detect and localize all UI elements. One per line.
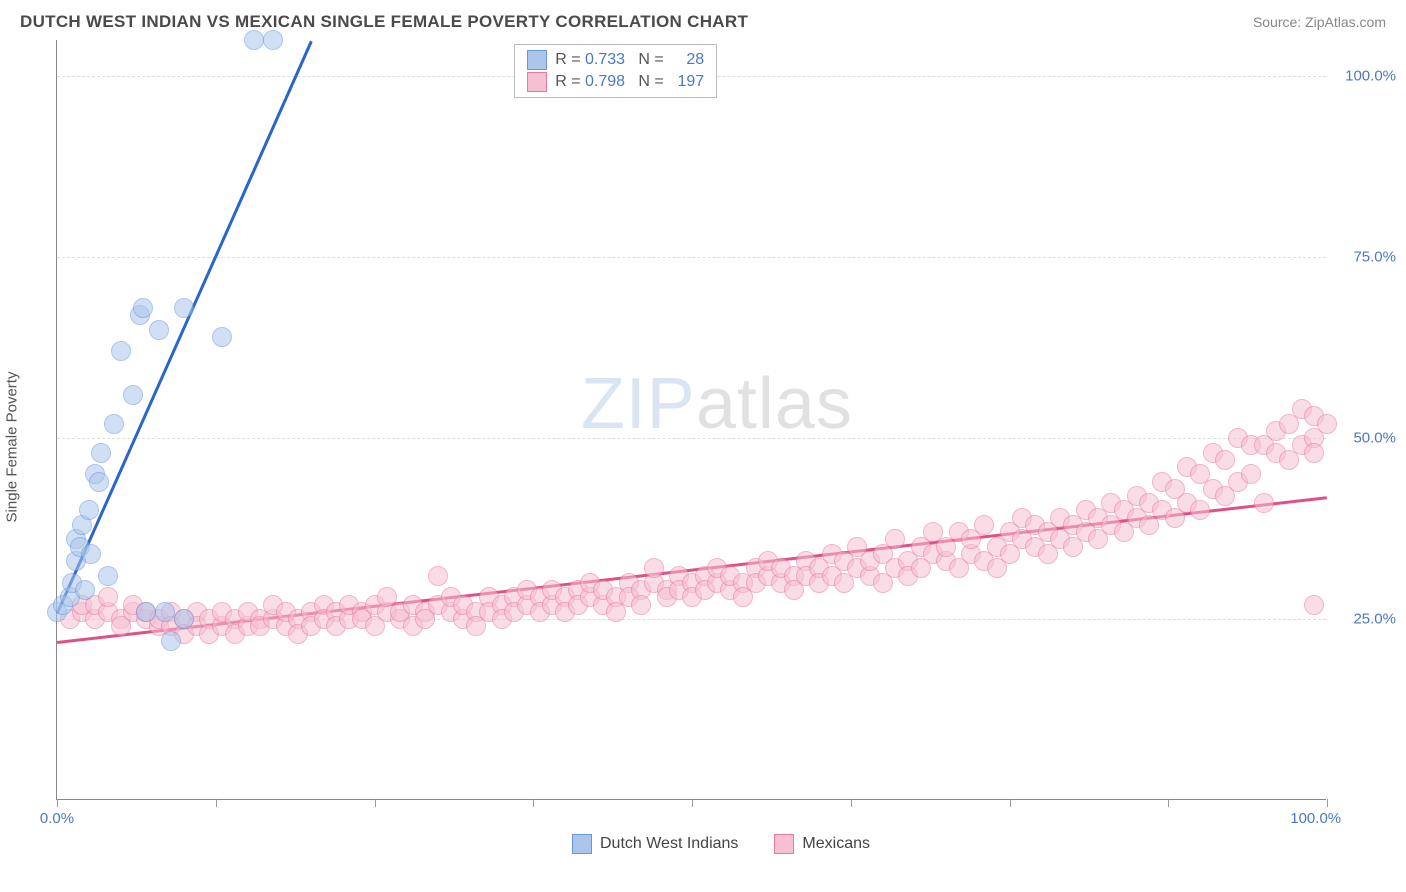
ytick-label: 50.0% <box>1353 430 1396 447</box>
chart-title: DUTCH WEST INDIAN VS MEXICAN SINGLE FEMA… <box>20 12 748 32</box>
legend-text: R = 0.798 N = 197 <box>555 73 704 91</box>
legend-row: R = 0.798 N = 197 <box>527 71 704 93</box>
bottom-legend-item: Dutch West Indians <box>572 834 738 854</box>
watermark-zip: ZIP <box>581 364 696 444</box>
data-point <box>1254 493 1274 513</box>
gridline <box>57 257 1326 258</box>
watermark-atlas: atlas <box>696 364 853 444</box>
data-point <box>1190 500 1210 520</box>
xtick <box>692 799 693 807</box>
data-point <box>1215 450 1235 470</box>
data-point <box>111 341 131 361</box>
data-point <box>428 566 448 586</box>
xtick-label-left: 0.0% <box>40 810 74 827</box>
data-point <box>98 587 118 607</box>
correlation-legend: R = 0.733 N = 28 R = 0.798 N = 197 <box>514 44 717 98</box>
data-point <box>974 515 994 535</box>
xtick <box>1168 799 1169 807</box>
xtick <box>533 799 534 807</box>
data-point <box>244 30 264 50</box>
legend-text: R = 0.733 N = 28 <box>555 51 704 69</box>
data-point <box>1304 443 1324 463</box>
xtick <box>1010 799 1011 807</box>
chart-container: Single Female Poverty ZIPatlas 25.0%50.0… <box>20 40 1386 854</box>
data-point <box>1241 464 1261 484</box>
data-point <box>149 320 169 340</box>
plot-area: ZIPatlas 25.0%50.0%75.0%100.0%0.0%100.0%… <box>56 40 1326 800</box>
data-point <box>123 385 143 405</box>
data-point <box>161 631 181 651</box>
gridline <box>57 438 1326 439</box>
legend-swatch <box>527 72 547 92</box>
watermark: ZIPatlas <box>581 363 853 445</box>
legend-swatch <box>774 834 794 854</box>
source-label: Source: ZipAtlas.com <box>1253 14 1386 30</box>
data-point <box>212 327 232 347</box>
bottom-legend: Dutch West Indians Mexicans <box>56 800 1386 854</box>
data-point <box>631 595 651 615</box>
data-point <box>104 414 124 434</box>
xtick <box>851 799 852 807</box>
data-point <box>89 472 109 492</box>
data-point <box>79 500 99 520</box>
data-point <box>263 30 283 50</box>
data-point <box>1317 414 1337 434</box>
data-point <box>1304 595 1324 615</box>
legend-label: Dutch West Indians <box>600 835 738 853</box>
data-point <box>75 580 95 600</box>
data-point <box>174 609 194 629</box>
ytick-label: 25.0% <box>1353 611 1396 628</box>
data-point <box>644 558 664 578</box>
data-point <box>98 566 118 586</box>
xtick-label-right: 100.0% <box>1290 810 1341 827</box>
legend-swatch <box>527 50 547 70</box>
data-point <box>174 298 194 318</box>
legend-swatch <box>572 834 592 854</box>
xtick <box>375 799 376 807</box>
data-point <box>133 298 153 318</box>
data-point <box>81 544 101 564</box>
data-point <box>136 602 156 622</box>
data-point <box>885 529 905 549</box>
xtick <box>1327 799 1328 807</box>
data-point <box>91 443 111 463</box>
legend-label: Mexicans <box>802 835 870 853</box>
legend-row: R = 0.733 N = 28 <box>527 49 704 71</box>
xtick <box>216 799 217 807</box>
ytick-label: 100.0% <box>1345 68 1396 85</box>
bottom-legend-item: Mexicans <box>774 834 870 854</box>
y-axis-label: Single Female Poverty <box>4 372 21 523</box>
ytick-label: 75.0% <box>1353 249 1396 266</box>
data-point <box>155 602 175 622</box>
xtick <box>57 799 58 807</box>
s1-trendline <box>56 41 312 614</box>
